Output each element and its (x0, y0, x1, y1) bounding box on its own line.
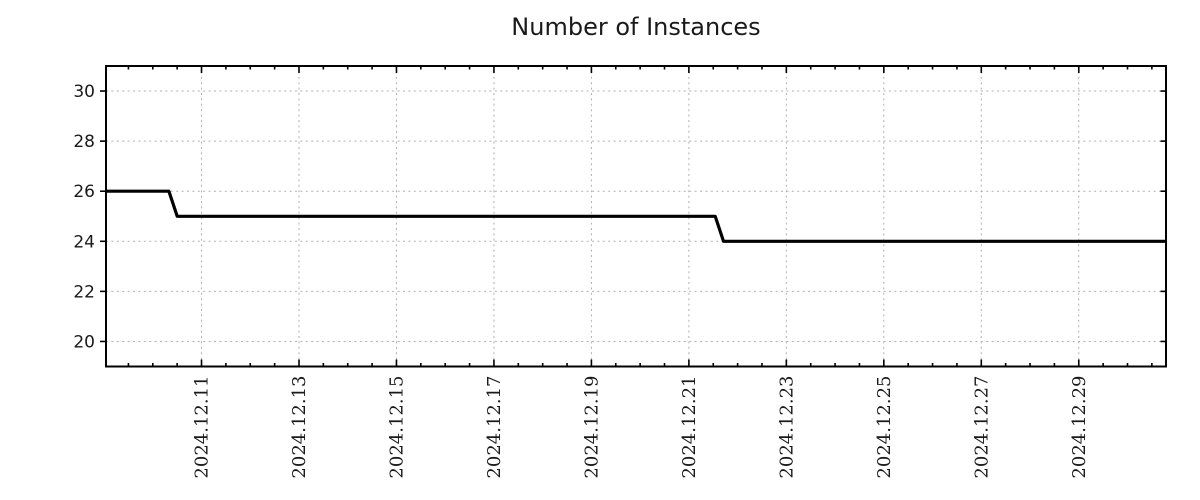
x-tick-label: 2024.12.11 (192, 376, 213, 479)
chart-title: Number of Instances (511, 13, 761, 41)
x-tick-label: 2024.12.27 (971, 376, 992, 479)
y-tick-label: 22 (73, 282, 95, 302)
x-tick-label: 2024.12.17 (484, 376, 505, 479)
y-tick-label: 28 (73, 132, 95, 152)
x-tick-label: 2024.12.25 (874, 376, 895, 479)
x-tick-label: 2024.12.19 (581, 376, 602, 479)
y-tick-label: 30 (73, 82, 95, 102)
x-tick-label: 2024.12.23 (776, 376, 797, 479)
y-tick-label: 26 (73, 182, 95, 202)
x-tick-label: 2024.12.29 (1069, 376, 1090, 479)
x-tick-label: 2024.12.15 (386, 376, 407, 479)
y-tick-label: 20 (73, 332, 95, 352)
x-tick-label: 2024.12.21 (679, 376, 700, 479)
plot-border (105, 65, 1167, 368)
x-tick-label: 2024.12.13 (289, 376, 310, 479)
y-tick-label: 24 (73, 232, 95, 252)
instances-line (106, 189, 1166, 243)
